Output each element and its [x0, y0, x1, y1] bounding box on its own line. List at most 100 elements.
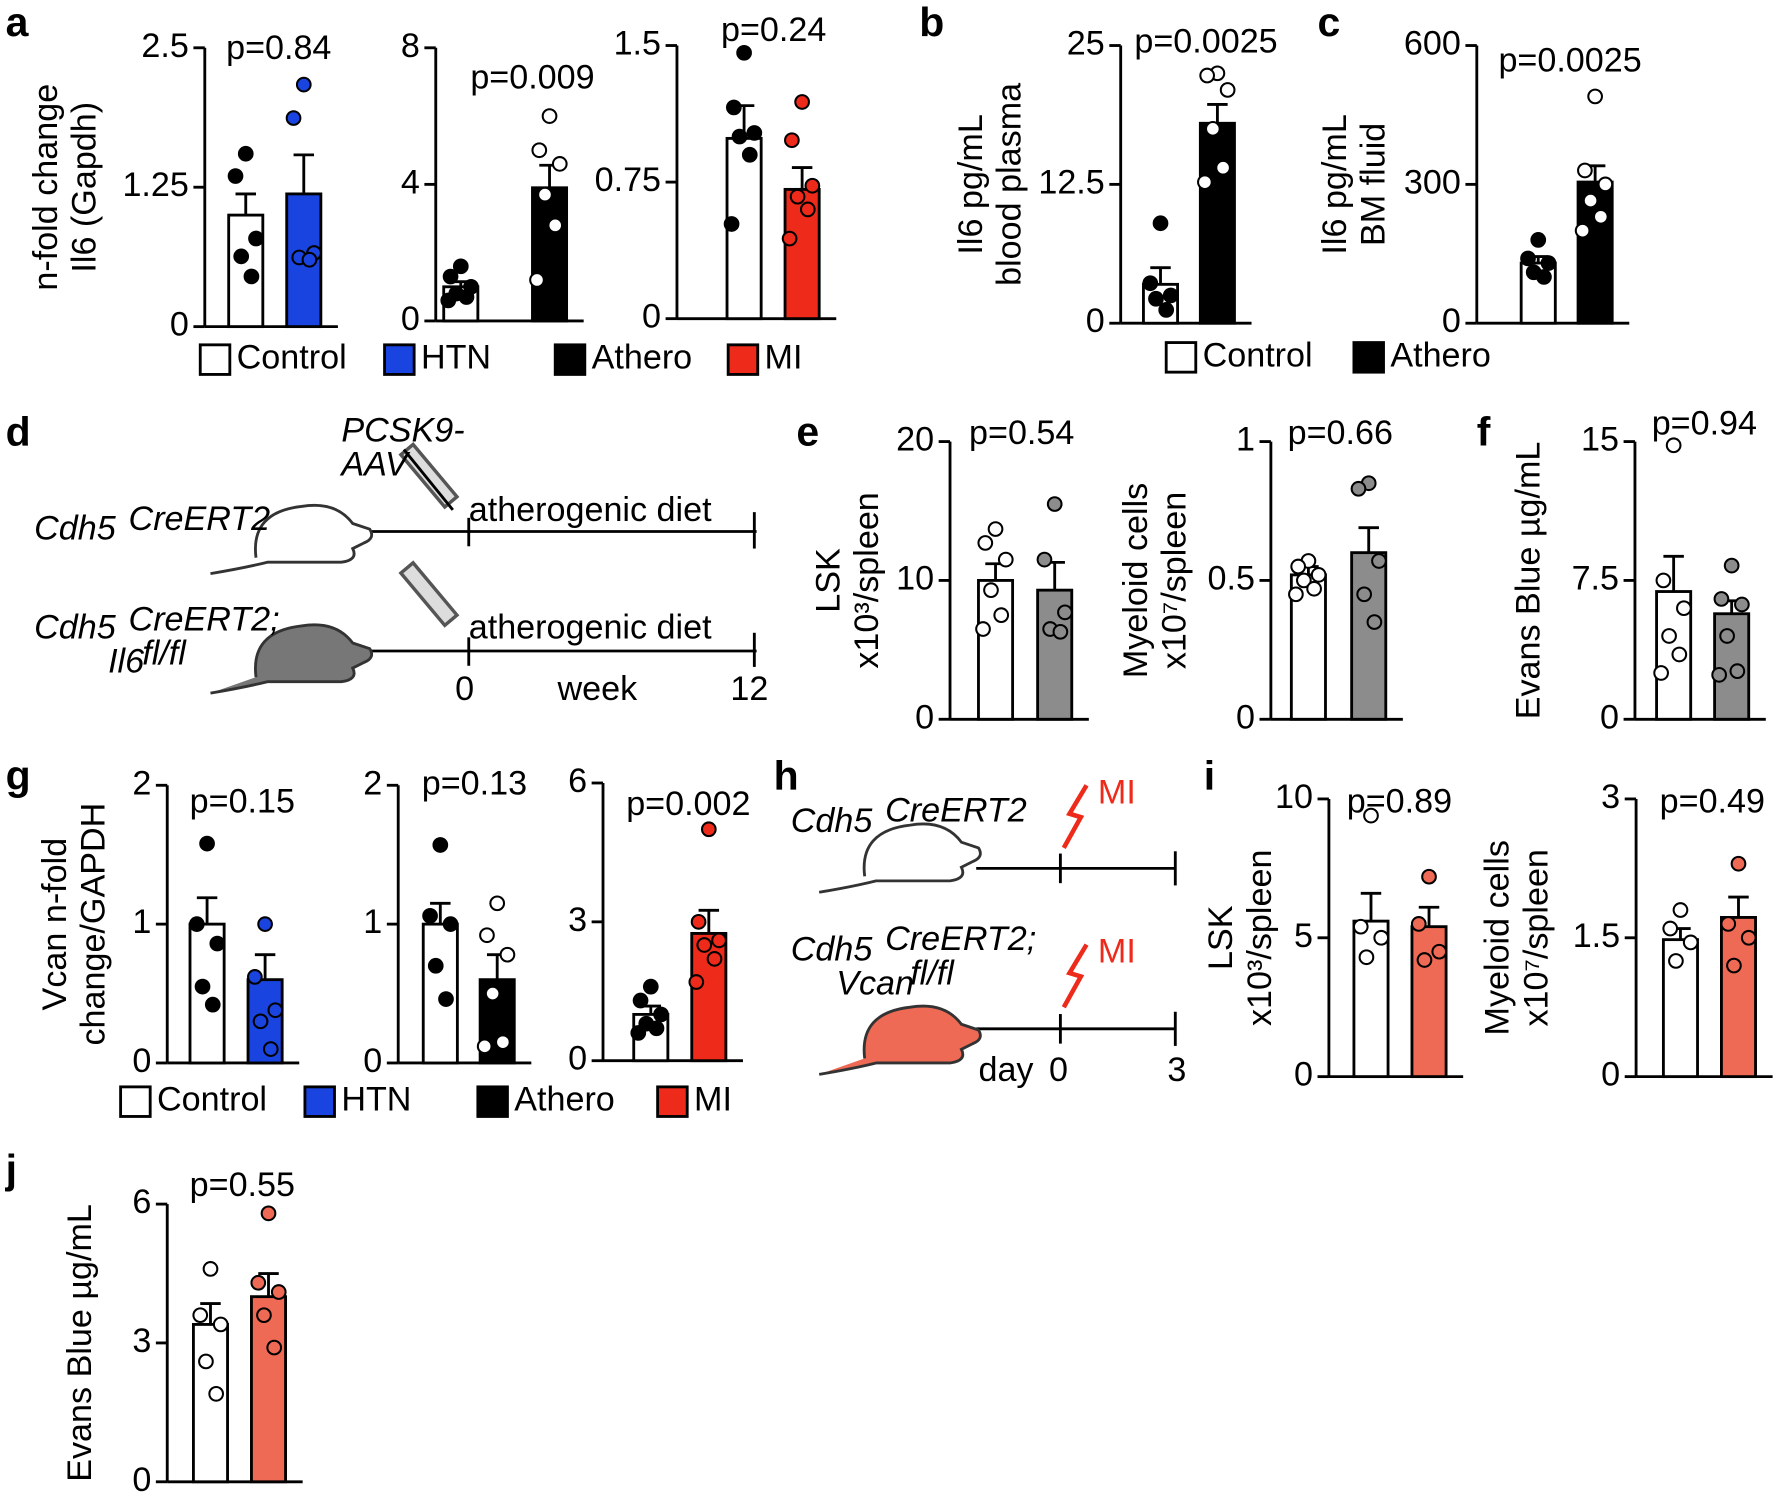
data-point: [1350, 480, 1367, 497]
legend-label: MI: [765, 339, 803, 377]
diagram-label: PCSK9-: [341, 411, 464, 449]
data-point: [432, 837, 449, 853]
diagram-label: Cdh5: [791, 802, 874, 840]
legend-swatch: [726, 343, 760, 376]
y-tick-label: 0: [132, 1461, 151, 1499]
y-tick-label: 0: [401, 300, 420, 338]
data-point: [1421, 868, 1437, 885]
panel-label: d: [6, 409, 31, 455]
bar: [1198, 121, 1236, 325]
bar: [421, 922, 459, 1065]
data-point: [479, 927, 495, 944]
data-point: [789, 188, 806, 205]
data-point: [1142, 275, 1159, 292]
data-point: [1296, 572, 1312, 589]
data-point: [537, 186, 553, 203]
y-tick-label: 5: [1294, 917, 1313, 955]
data-point: [1148, 290, 1164, 307]
y-tick-label: 0: [1294, 1056, 1313, 1094]
y-tick-label: 1: [132, 903, 151, 941]
y-tick-label: 1.25: [122, 166, 188, 204]
data-point: [301, 251, 318, 268]
data-point: [746, 125, 763, 141]
data-point: [476, 1038, 493, 1055]
data-point: [688, 974, 705, 990]
data-point: [285, 110, 302, 126]
legend-swatch: [303, 1085, 336, 1118]
data-point: [237, 145, 254, 162]
mi-symbol: [1061, 784, 1089, 849]
data-point: [243, 268, 260, 285]
data-point: [270, 1284, 287, 1300]
y-tick-label: 1.5: [614, 25, 661, 63]
y-tick-label: 8: [401, 27, 420, 65]
syringe: [398, 442, 460, 628]
data-point: [192, 1307, 209, 1324]
data-point: [1310, 567, 1327, 583]
diagram-label: 3: [1167, 1051, 1186, 1089]
mouse-icon: [210, 623, 374, 695]
data-point: [977, 535, 994, 551]
data-point: [1219, 82, 1236, 98]
data-point: [247, 969, 263, 985]
data-point: [1215, 159, 1231, 176]
y-axis-label: LSK: [1202, 905, 1240, 970]
y-axis-label: Il6 pg/mL: [1316, 114, 1354, 254]
legend-label: Athero: [592, 339, 693, 377]
y-tick-label: 0: [1600, 698, 1619, 736]
diagram-label: AAV: [339, 446, 411, 484]
data-point: [736, 44, 752, 61]
y-axis-label: Il6 pg/mL: [952, 114, 990, 254]
diagram-label: MI: [1098, 773, 1136, 811]
data-point: [1682, 934, 1699, 951]
diagram-label: Cdh5: [34, 608, 117, 646]
p-value: p=0.94: [1652, 405, 1757, 443]
y-tick-label: 1: [363, 903, 382, 941]
data-point: [1162, 287, 1179, 304]
data-point: [1719, 628, 1735, 644]
y-tick-label: 10: [896, 559, 934, 597]
p-value: p=0.24: [721, 11, 826, 49]
data-point: [1158, 302, 1175, 318]
data-point: [1052, 623, 1069, 640]
bar: [531, 186, 569, 323]
y-axis-label: x10⁷/spleen: [1155, 492, 1193, 669]
mouse-icon: [818, 822, 982, 894]
data-point: [731, 128, 748, 145]
y-tick-label: 4: [401, 163, 420, 201]
data-point: [233, 248, 250, 265]
data-point: [499, 946, 516, 963]
diagram-label: day: [978, 1051, 1033, 1089]
diagram-label: atherogenic diet: [469, 608, 712, 646]
y-axis-label: Myeloid cells: [1479, 840, 1517, 1035]
p-value: p=0.84: [226, 29, 331, 67]
data-point: [1373, 929, 1390, 946]
bar: [250, 1295, 287, 1484]
diagram-label: 12: [730, 670, 768, 708]
data-point: [1726, 957, 1742, 974]
legend-label: Control: [157, 1081, 267, 1119]
p-value: p=0.89: [1347, 783, 1452, 821]
y-axis-label: Myeloid cells: [1117, 483, 1155, 678]
data-point: [794, 94, 810, 110]
y-tick-label: 7.5: [1572, 559, 1619, 597]
y-tick-label: 2: [363, 764, 382, 802]
bar: [191, 1323, 229, 1484]
legend-label: HTN: [341, 1081, 411, 1119]
data-point: [1352, 918, 1369, 935]
legend-swatch: [476, 1085, 509, 1118]
y-axis-label: x10⁷/spleen: [1517, 849, 1555, 1026]
diagram-label: 0: [455, 670, 474, 708]
data-point: [440, 292, 457, 309]
data-point: [458, 289, 475, 305]
data-point: [781, 230, 798, 247]
data-point: [1410, 916, 1427, 932]
data-point: [1288, 586, 1304, 603]
data-point: [1672, 902, 1689, 918]
data-point: [529, 272, 545, 288]
data-point: [1655, 572, 1672, 589]
legend-swatch: [198, 343, 232, 376]
data-point: [547, 217, 564, 234]
data-point: [438, 991, 454, 1007]
data-point: [648, 1020, 665, 1037]
